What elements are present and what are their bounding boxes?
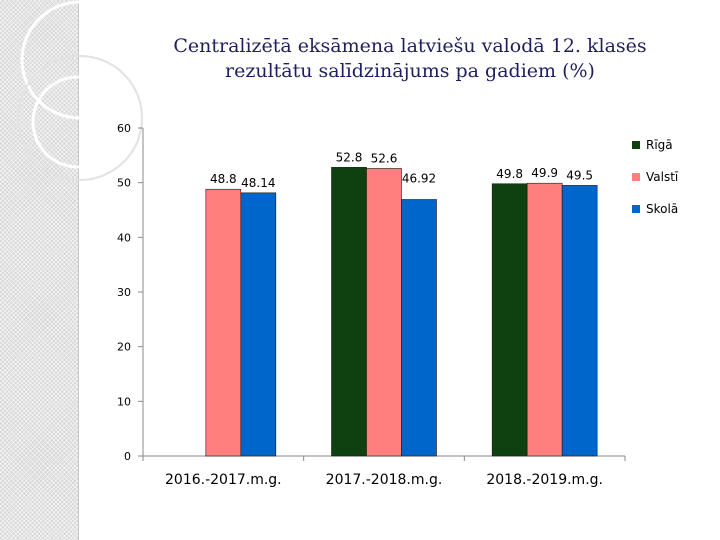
bar bbox=[491, 183, 528, 457]
data-label: 46.92 bbox=[402, 172, 436, 186]
x-category-label: 2017.-2018.m.g. bbox=[326, 472, 443, 488]
data-label: 52.8 bbox=[336, 150, 363, 164]
data-label: 48.14 bbox=[241, 176, 275, 190]
deco-circle-medium bbox=[31, 75, 125, 169]
data-label: 52.6 bbox=[371, 151, 398, 165]
chart-title: Centralizētā eksāmena latviešu valodā 12… bbox=[110, 34, 710, 84]
legend-label: Skolā bbox=[646, 202, 678, 216]
bar bbox=[240, 192, 277, 457]
bar bbox=[561, 185, 598, 457]
decorative-side-panel bbox=[0, 0, 79, 540]
bar bbox=[366, 168, 402, 457]
deco-circle-large bbox=[20, 0, 140, 120]
legend-label: Rīgā bbox=[646, 138, 673, 152]
bar bbox=[331, 167, 367, 457]
x-category-label: 2016.-2017.m.g. bbox=[165, 472, 282, 488]
chart-title-line-2: rezultātu salīdzinājums pa gadiem (%) bbox=[225, 60, 595, 82]
data-label: 49.9 bbox=[531, 166, 558, 180]
y-tick-label: 50 bbox=[117, 177, 131, 190]
legend-swatch bbox=[632, 205, 640, 213]
deco-circle-outer bbox=[17, 55, 143, 181]
y-tick-label: 0 bbox=[124, 450, 131, 463]
y-tick-label: 60 bbox=[117, 122, 131, 135]
legend-label: Valstī bbox=[646, 170, 679, 184]
bar bbox=[205, 188, 242, 457]
bar bbox=[401, 199, 437, 457]
legend-swatch bbox=[632, 141, 640, 149]
data-label: 48.8 bbox=[210, 172, 237, 186]
decorative-circles bbox=[17, 0, 143, 181]
y-tick-label: 30 bbox=[117, 286, 131, 299]
bar bbox=[526, 182, 563, 457]
y-tick-label: 10 bbox=[117, 395, 131, 408]
y-tick-label: 40 bbox=[117, 231, 131, 244]
chart-title-line-1: Centralizētā eksāmena latviešu valodā 12… bbox=[173, 35, 647, 57]
x-category-label: 2018.-2019.m.g. bbox=[486, 472, 603, 488]
legend-swatch bbox=[632, 173, 640, 181]
data-label: 49.8 bbox=[496, 167, 523, 181]
y-tick-label: 20 bbox=[117, 341, 131, 354]
data-label: 49.5 bbox=[566, 168, 593, 182]
